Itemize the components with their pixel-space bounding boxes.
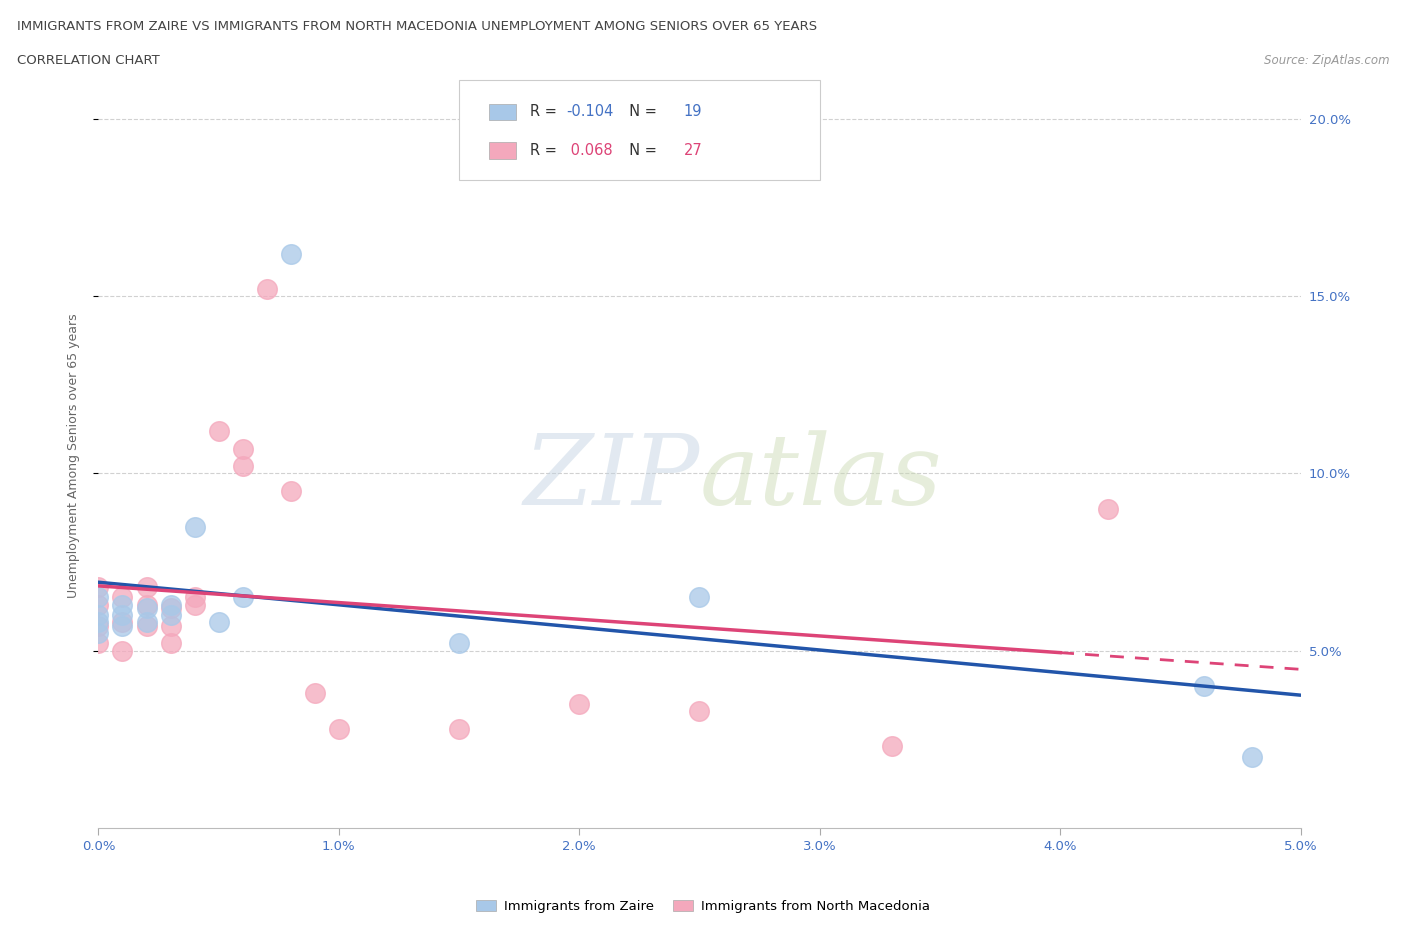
Point: [1194, 679, 1216, 694]
Point: [447, 721, 470, 736]
Point: [159, 618, 181, 633]
Text: 0.068: 0.068: [567, 143, 613, 158]
Point: [689, 703, 711, 718]
Point: [135, 615, 157, 630]
Point: [159, 607, 181, 622]
Point: [208, 615, 231, 630]
Y-axis label: Unemployment Among Seniors over 65 years: Unemployment Among Seniors over 65 years: [67, 313, 80, 598]
Point: [447, 636, 470, 651]
FancyBboxPatch shape: [458, 80, 820, 180]
Text: ZIP: ZIP: [523, 431, 700, 525]
Text: 27: 27: [683, 143, 703, 158]
Point: [87, 625, 110, 640]
Point: [87, 579, 110, 594]
Point: [183, 597, 205, 612]
Point: [159, 601, 181, 616]
Point: [183, 519, 205, 534]
Point: [111, 644, 134, 658]
Point: [135, 579, 157, 594]
Point: [208, 423, 231, 438]
FancyBboxPatch shape: [489, 142, 516, 159]
Text: N =: N =: [620, 104, 662, 119]
Text: CORRELATION CHART: CORRELATION CHART: [17, 54, 160, 67]
Point: [880, 738, 903, 753]
Point: [135, 597, 157, 612]
Point: [159, 597, 181, 612]
Point: [1097, 501, 1119, 516]
Point: [111, 607, 134, 622]
Point: [87, 590, 110, 604]
Text: atlas: atlas: [700, 431, 942, 525]
Point: [280, 246, 302, 261]
Point: [183, 590, 205, 604]
Point: [135, 601, 157, 616]
Text: Source: ZipAtlas.com: Source: ZipAtlas.com: [1264, 54, 1389, 67]
Text: 19: 19: [683, 104, 703, 119]
Point: [1241, 750, 1264, 764]
Legend: Immigrants from Zaire, Immigrants from North Macedonia: Immigrants from Zaire, Immigrants from N…: [471, 896, 935, 919]
Point: [304, 685, 326, 700]
Text: R =: R =: [530, 143, 561, 158]
Point: [87, 618, 110, 633]
Point: [689, 590, 711, 604]
Point: [159, 636, 181, 651]
FancyBboxPatch shape: [489, 104, 516, 120]
Point: [232, 458, 254, 473]
Point: [111, 597, 134, 612]
Text: IMMIGRANTS FROM ZAIRE VS IMMIGRANTS FROM NORTH MACEDONIA UNEMPLOYMENT AMONG SENI: IMMIGRANTS FROM ZAIRE VS IMMIGRANTS FROM…: [17, 20, 817, 33]
Point: [87, 636, 110, 651]
Point: [87, 615, 110, 630]
Point: [111, 590, 134, 604]
Point: [87, 607, 110, 622]
Point: [232, 590, 254, 604]
Point: [111, 615, 134, 630]
Text: -0.104: -0.104: [567, 104, 613, 119]
Point: [111, 618, 134, 633]
Point: [256, 282, 278, 297]
Point: [232, 441, 254, 456]
Text: R =: R =: [530, 104, 561, 119]
Point: [280, 484, 302, 498]
Point: [328, 721, 350, 736]
Point: [568, 697, 591, 711]
Text: N =: N =: [620, 143, 662, 158]
Point: [87, 597, 110, 612]
Point: [135, 618, 157, 633]
